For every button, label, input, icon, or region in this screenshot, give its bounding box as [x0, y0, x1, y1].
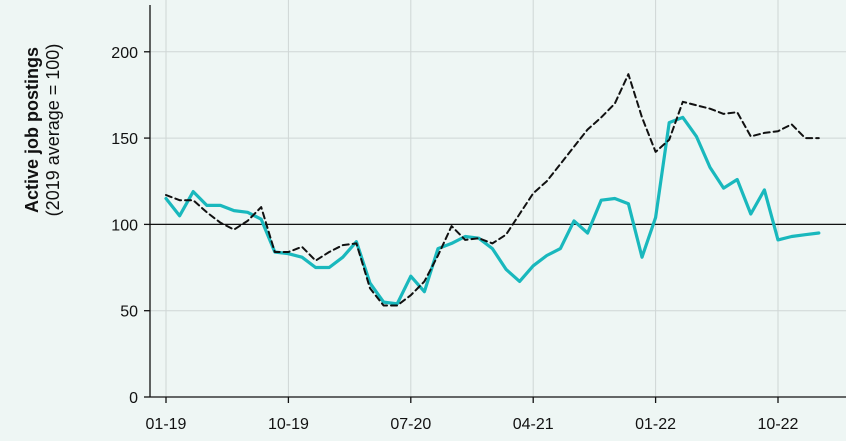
axis-layer: [144, 5, 846, 403]
x-tick-label: 01-19: [146, 416, 187, 433]
x-tick-label: 01-22: [635, 416, 676, 433]
y-axis-label-subtitle: (2019 average = 100): [43, 44, 63, 217]
x-tick-label: 10-22: [758, 416, 799, 433]
y-tick-label: 100: [111, 217, 138, 234]
y-axis-label: Active job postings (2019 average = 100): [22, 44, 63, 217]
series-line-solid: [164, 115, 821, 306]
grid-layer: [150, 0, 846, 398]
x-tick-label: 07-20: [390, 416, 431, 433]
series-line-dashed: [165, 73, 820, 307]
y-tick-label: 50: [120, 304, 138, 321]
x-tick-label: 10-19: [268, 416, 309, 433]
x-tick-label: 04-21: [513, 416, 554, 433]
tick-labels: 0 50 100 150 200 01-19 10-19 07-20 04-21 01-22 10-…: [111, 45, 798, 433]
series-layer: [164, 73, 821, 307]
y-axis-label-title: Active job postings: [22, 47, 42, 213]
y-tick-label: 200: [111, 45, 138, 62]
y-tick-label: 150: [111, 131, 138, 148]
y-tick-label: 0: [129, 390, 138, 407]
